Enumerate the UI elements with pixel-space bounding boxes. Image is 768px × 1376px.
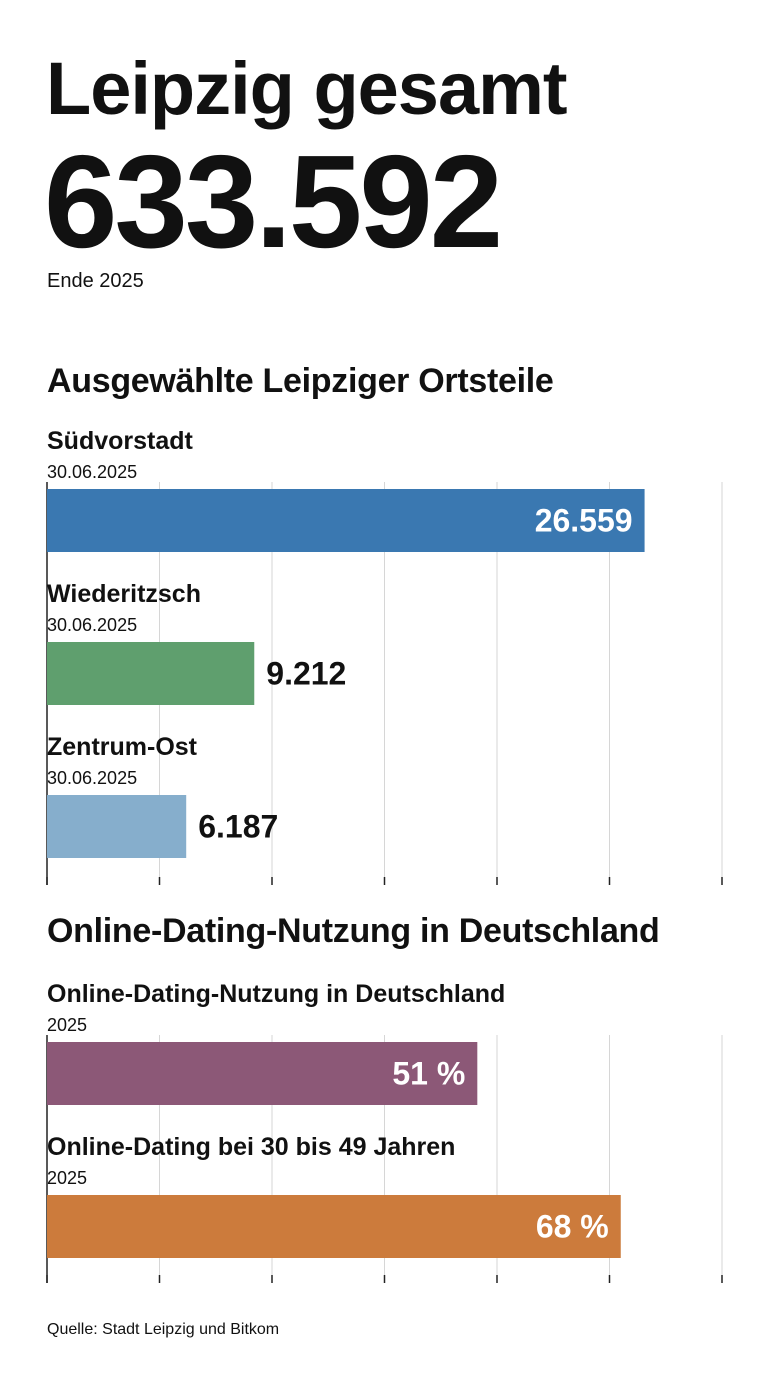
bar-date-label: 30.06.2025 — [47, 615, 137, 635]
bar-date-label: 2025 — [47, 1168, 87, 1188]
bar-category-label: Wiederitzsch — [47, 580, 201, 608]
bar-category-label: Online-Dating bei 30 bis 49 Jahren — [47, 1133, 455, 1161]
bar — [47, 642, 255, 705]
total-population: 633.592 — [44, 128, 503, 275]
chart-2-title: Online-Dating-Nutzung in Deutschland — [47, 912, 660, 950]
bar — [47, 795, 187, 858]
total-date-note: Ende 2025 — [47, 270, 144, 292]
bar-value-label: 68 % — [536, 1209, 609, 1245]
bar-category-label: Südvorstadt — [47, 427, 194, 455]
bar-category-label: Zentrum-Ost — [47, 733, 198, 761]
source-note: Quelle: Stadt Leipzig und Bitkom — [47, 1321, 280, 1338]
bar — [47, 1042, 478, 1105]
chart-online-dating: Online-Dating-Nutzung in Deutschland 2025… — [46, 980, 723, 1283]
bar-value-label: 6.187 — [198, 809, 278, 845]
chart-ortsteile: Südvorstadt 30.06.2025 26.559 Wiederitzsch 3… — [46, 427, 723, 885]
bar-date-label: 2025 — [47, 1015, 87, 1035]
bar — [47, 1195, 621, 1258]
page-title: Leipzig gesamt — [46, 47, 568, 130]
bar-date-label: 30.06.2025 — [47, 462, 137, 482]
bar-value-label: 51 % — [392, 1056, 465, 1092]
bar-value-label: 9.212 — [266, 656, 346, 692]
bar-value-label: 26.559 — [535, 503, 633, 539]
bar-category-label: Online-Dating-Nutzung in Deutschland — [47, 980, 505, 1008]
bar — [47, 489, 645, 552]
bar-date-label: 30.06.2025 — [47, 768, 137, 788]
chart-1-title: Ausgewählte Leipziger Ortsteile — [47, 362, 554, 400]
